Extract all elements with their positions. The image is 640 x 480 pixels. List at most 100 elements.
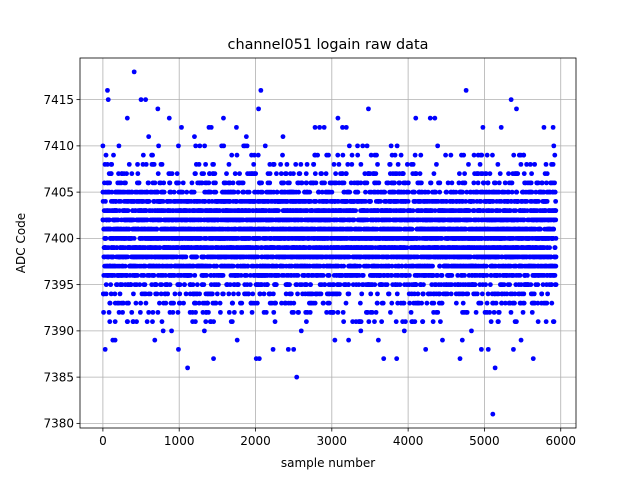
data-point [104, 161, 110, 167]
data-point [147, 291, 153, 297]
data-point [154, 226, 160, 232]
data-point [326, 300, 332, 306]
data-point [122, 263, 128, 269]
data-point [355, 143, 360, 149]
data-point [444, 189, 450, 195]
data-point [203, 319, 209, 325]
data-point [246, 291, 252, 297]
data-point [108, 291, 114, 297]
data-point [320, 272, 326, 278]
data-point [135, 272, 140, 278]
data-point [159, 282, 164, 288]
data-point [368, 291, 374, 297]
data-point [271, 309, 277, 315]
data-point [194, 254, 200, 260]
data-point [366, 319, 372, 325]
data-point [382, 189, 388, 195]
data-point [430, 263, 435, 269]
data-point [479, 152, 485, 158]
data-point [131, 235, 137, 241]
data-point [240, 180, 246, 186]
data-point [321, 300, 326, 306]
data-point [144, 319, 150, 325]
data-point [174, 254, 180, 260]
data-point [135, 161, 140, 167]
data-point [415, 291, 421, 297]
data-point [115, 217, 121, 223]
data-point [274, 171, 279, 177]
data-point [196, 300, 202, 306]
data-point [353, 208, 359, 214]
data-point [267, 171, 273, 177]
data-point [437, 180, 443, 186]
data-point [404, 161, 410, 167]
data-point [402, 319, 408, 325]
data-point [216, 282, 221, 288]
data-point [270, 291, 276, 297]
data-point [175, 309, 181, 315]
data-point [435, 309, 441, 315]
data-point [343, 171, 349, 177]
data-point [397, 282, 403, 288]
data-point [220, 272, 226, 278]
data-point [284, 161, 290, 167]
data-point [158, 291, 164, 297]
data-point [296, 309, 301, 315]
data-point [373, 309, 379, 315]
data-point [163, 272, 168, 278]
data-point [110, 254, 116, 260]
data-point [250, 291, 256, 297]
data-point [193, 143, 199, 149]
data-point [165, 291, 171, 297]
data-point [227, 198, 233, 204]
data-point [247, 282, 253, 288]
data-point [151, 272, 157, 278]
data-point [103, 198, 108, 204]
data-point [400, 171, 406, 177]
data-point [359, 291, 365, 297]
data-point [373, 171, 379, 177]
data-point [419, 300, 425, 306]
data-point [322, 180, 327, 186]
data-point [448, 291, 454, 297]
data-point [141, 272, 147, 278]
data-point [180, 189, 186, 195]
data-point [159, 319, 165, 325]
data-point [161, 189, 167, 195]
data-point [167, 282, 173, 288]
data-point [143, 300, 149, 306]
data-point [202, 198, 208, 204]
data-point [196, 161, 202, 167]
data-point [431, 300, 437, 306]
data-point [103, 282, 109, 288]
data-point [218, 309, 223, 315]
data-point [278, 161, 284, 167]
data-point [125, 254, 131, 260]
data-point [239, 309, 245, 315]
data-point [230, 180, 236, 186]
data-point [177, 300, 183, 306]
data-point [261, 291, 267, 297]
data-point [103, 235, 109, 241]
data-point [471, 180, 477, 186]
data-point [124, 171, 129, 177]
data-point [349, 161, 355, 167]
data-point [372, 282, 378, 288]
data-point [343, 300, 349, 306]
data-point [355, 152, 361, 158]
data-point [288, 291, 294, 297]
data-point [131, 291, 136, 297]
data-point [346, 282, 351, 288]
data-point [410, 208, 416, 214]
data-point [407, 272, 412, 278]
data-point [417, 171, 423, 177]
data-point [137, 309, 143, 315]
data-point [434, 161, 439, 167]
data-point [189, 180, 195, 186]
data-point [271, 161, 277, 167]
data-point [291, 171, 296, 177]
data-point [112, 291, 118, 297]
data-point [307, 309, 313, 315]
data-point [368, 198, 373, 204]
